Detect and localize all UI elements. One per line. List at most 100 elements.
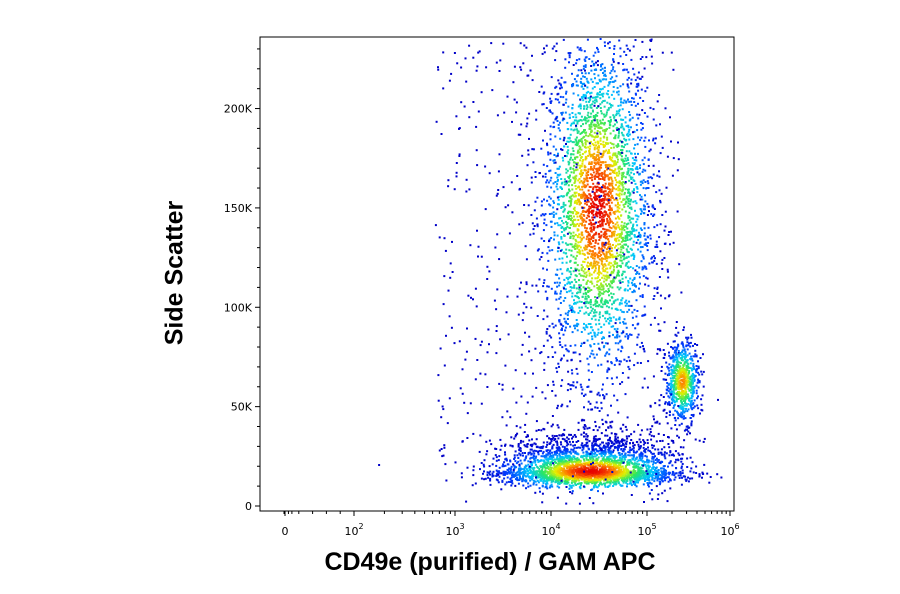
- data-point: [501, 465, 504, 468]
- data-point: [590, 236, 593, 239]
- data-point: [648, 492, 651, 495]
- data-point: [569, 243, 572, 246]
- data-point: [587, 154, 590, 157]
- data-point: [593, 146, 596, 149]
- data-point: [556, 222, 559, 225]
- data-point: [601, 418, 604, 421]
- data-point: [608, 331, 611, 334]
- data-point: [647, 182, 650, 185]
- data-point: [550, 92, 553, 95]
- data-point: [590, 162, 593, 165]
- data-point: [611, 286, 614, 289]
- data-point: [615, 226, 618, 229]
- data-point: [572, 381, 575, 384]
- data-point: [613, 212, 616, 215]
- data-point: [583, 268, 586, 271]
- data-point: [639, 227, 642, 230]
- data-point: [629, 238, 631, 241]
- data-point: [593, 257, 596, 260]
- data-point: [638, 287, 640, 290]
- data-point: [548, 213, 551, 215]
- data-point: [607, 229, 610, 232]
- data-point: [632, 258, 635, 260]
- data-point: [576, 151, 579, 154]
- data-point: [616, 205, 619, 208]
- data-point: [639, 96, 642, 99]
- data-point: [595, 100, 598, 103]
- data-point: [576, 215, 579, 218]
- data-point: [564, 111, 567, 114]
- data-point: [541, 213, 544, 216]
- data-point: [631, 227, 634, 230]
- data-point: [610, 63, 613, 66]
- data-point: [558, 297, 561, 300]
- data-point: [604, 66, 606, 69]
- data-point: [580, 433, 583, 436]
- data-point: [619, 483, 622, 486]
- data-point: [612, 129, 615, 132]
- data-point: [666, 342, 669, 345]
- data-point: [620, 248, 623, 251]
- data-point: [681, 412, 684, 415]
- data-point: [608, 121, 611, 124]
- data-point: [582, 220, 585, 223]
- data-point: [582, 236, 585, 239]
- data-point: [622, 224, 625, 227]
- data-point: [588, 237, 591, 240]
- data-point: [686, 433, 689, 436]
- data-point: [610, 104, 612, 106]
- data-point: [534, 200, 537, 203]
- data-point: [599, 88, 602, 91]
- data-point: [595, 323, 598, 326]
- data-point: [598, 174, 601, 177]
- data-point: [635, 265, 638, 267]
- data-point: [690, 399, 693, 402]
- data-point: [634, 167, 637, 170]
- data-point: [588, 162, 591, 165]
- data-point: [603, 136, 606, 139]
- data-point: [608, 461, 611, 464]
- data-point: [533, 452, 536, 455]
- data-point: [593, 356, 596, 359]
- data-point: [591, 482, 594, 485]
- data-point: [617, 255, 620, 257]
- data-point: [558, 243, 561, 246]
- data-point: [675, 353, 678, 356]
- data-point: [700, 398, 703, 401]
- data-point: [578, 288, 581, 291]
- data-point: [575, 281, 578, 283]
- data-point: [572, 116, 575, 118]
- data-point: [602, 336, 605, 339]
- data-point: [638, 242, 641, 245]
- data-point: [540, 351, 543, 354]
- data-point: [549, 138, 552, 141]
- data-point: [598, 322, 601, 325]
- data-point: [684, 350, 687, 353]
- data-point: [677, 385, 680, 388]
- data-point: [583, 145, 586, 148]
- data-point: [616, 145, 619, 148]
- data-point: [568, 61, 570, 64]
- data-point: [519, 450, 522, 452]
- data-point: [624, 264, 627, 267]
- data-point: [649, 106, 652, 109]
- data-point: [601, 285, 603, 288]
- data-point: [504, 464, 507, 467]
- data-point: [623, 137, 626, 140]
- data-point: [595, 214, 598, 217]
- data-point: [624, 304, 627, 307]
- data-point: [583, 135, 586, 138]
- data-point: [612, 271, 615, 274]
- data-point: [651, 452, 654, 455]
- data-point: [601, 242, 604, 245]
- data-point: [598, 303, 601, 306]
- data-point: [612, 153, 615, 155]
- data-point: [595, 98, 598, 101]
- data-point: [611, 247, 613, 250]
- data-point: [666, 270, 669, 273]
- data-point: [678, 391, 681, 393]
- data-point: [606, 257, 609, 260]
- data-point: [708, 481, 711, 484]
- data-point: [584, 94, 587, 97]
- data-point: [589, 168, 592, 171]
